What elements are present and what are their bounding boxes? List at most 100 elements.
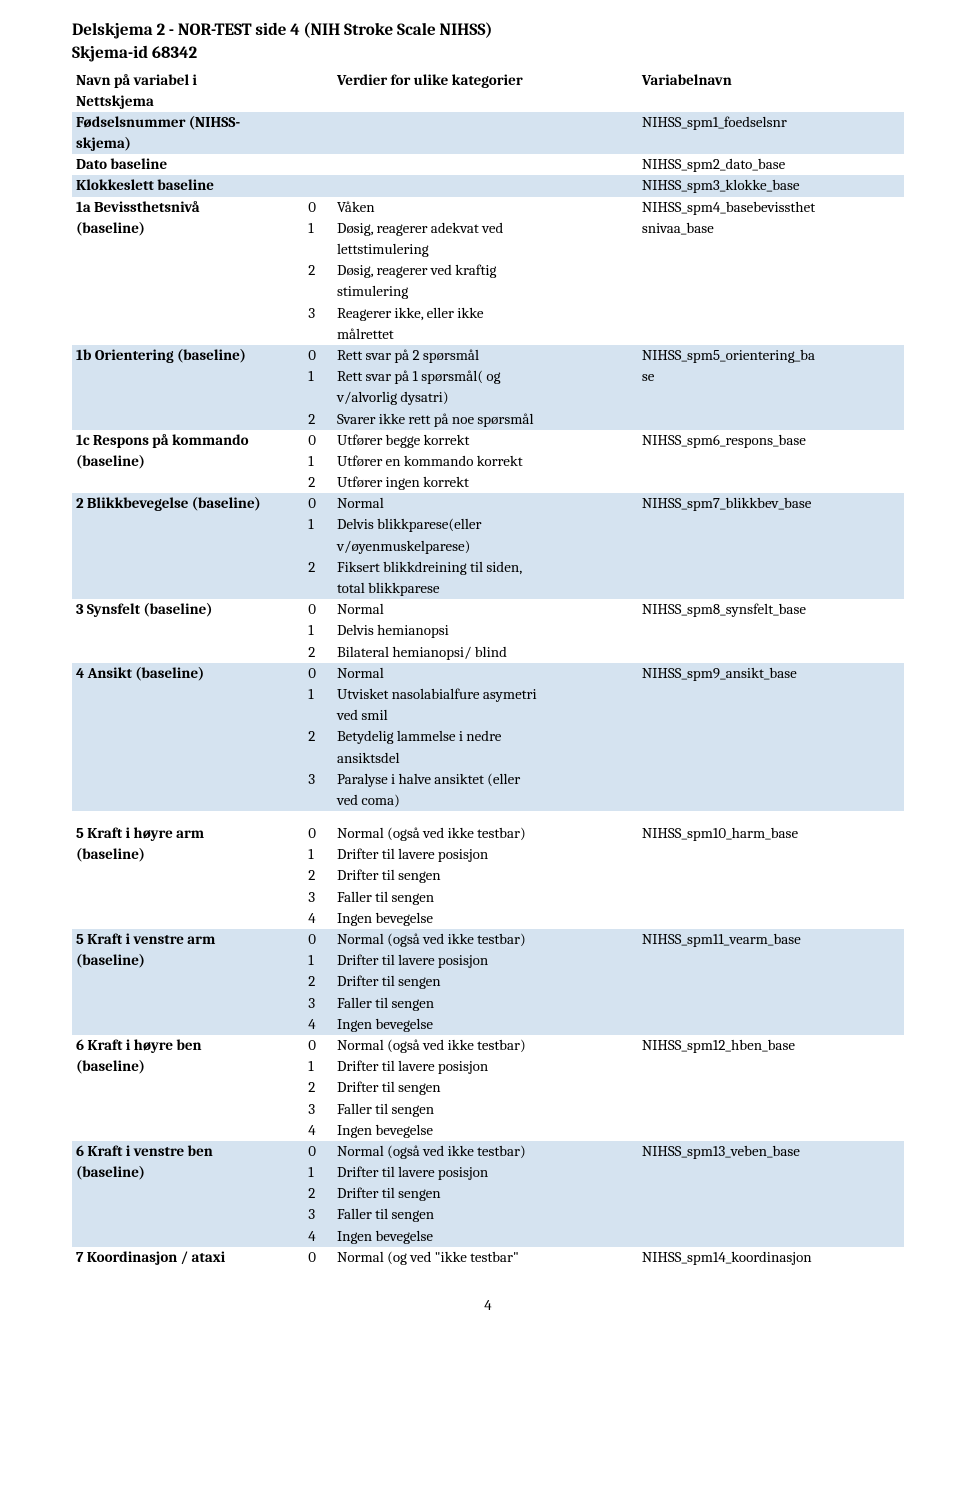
value-label-cell: Normal bbox=[333, 663, 638, 684]
varname-cell bbox=[638, 908, 904, 929]
varname-cell bbox=[638, 887, 904, 908]
variable-name-cell bbox=[72, 324, 302, 345]
variable-name-cell bbox=[72, 865, 302, 886]
value-label-cell: Drifter til lavere posisjon bbox=[333, 1162, 638, 1183]
varname-cell: se bbox=[638, 366, 904, 387]
value-code-cell: 4 bbox=[302, 1226, 333, 1247]
variable-name-cell bbox=[72, 1014, 302, 1035]
varname-cell: NIHSS_spm4_basebevissthet bbox=[638, 197, 904, 218]
value-code-cell: 1 bbox=[302, 950, 333, 971]
varname-cell bbox=[638, 642, 904, 663]
value-label-cell: målrettet bbox=[333, 324, 638, 345]
table-row: 2Drifter til sengen bbox=[72, 865, 904, 886]
varname-cell bbox=[638, 1077, 904, 1098]
varname-cell bbox=[638, 620, 904, 641]
value-label-cell: Våken bbox=[333, 197, 638, 218]
variable-name-cell bbox=[72, 971, 302, 992]
hdr-col2: Verdier for ulike kategorier bbox=[333, 70, 638, 91]
variable-name-cell: (baseline) bbox=[72, 218, 302, 239]
variable-name-cell bbox=[72, 1183, 302, 1204]
table-row: ved smil bbox=[72, 705, 904, 726]
value-label-cell: Drifter til sengen bbox=[333, 1183, 638, 1204]
variable-name-cell: 6 Kraft i venstre ben bbox=[72, 1141, 302, 1162]
varname-cell bbox=[638, 472, 904, 493]
table-row: 2Bilateral hemianopsi/ blind bbox=[72, 642, 904, 663]
varname-cell bbox=[638, 303, 904, 324]
variable-name-cell bbox=[72, 578, 302, 599]
value-label-cell: Utfører ingen korrekt bbox=[333, 472, 638, 493]
table-row: Klokkeslett baselineNIHSS_spm3_klokke_ba… bbox=[72, 175, 904, 196]
table-row: målrettet bbox=[72, 324, 904, 345]
codebook-table: Navn på variabel i Verdier for ulike kat… bbox=[72, 70, 904, 1269]
value-label-cell: Drifter til lavere posisjon bbox=[333, 1056, 638, 1077]
value-code-cell bbox=[302, 536, 333, 557]
variable-name-cell bbox=[72, 769, 302, 790]
varname-cell bbox=[638, 1056, 904, 1077]
table-row: 2Drifter til sengen bbox=[72, 1183, 904, 1204]
table-row: 2Svarer ikke rett på noe spørsmål bbox=[72, 409, 904, 430]
value-code-cell: 3 bbox=[302, 1099, 333, 1120]
table-row: 4Ingen bevegelse bbox=[72, 908, 904, 929]
table-row: 1c Respons på kommando0Utfører begge kor… bbox=[72, 430, 904, 451]
value-label-cell: Rett svar på 2 spørsmål bbox=[333, 345, 638, 366]
varname-cell bbox=[638, 748, 904, 769]
varname-cell bbox=[638, 684, 904, 705]
table-row: 1Rett svar på 1 spørsmål( ogse bbox=[72, 366, 904, 387]
value-label-cell: Døsig, reagerer adekvat ved bbox=[333, 218, 638, 239]
table-row: 1Delvis hemianopsi bbox=[72, 620, 904, 641]
variable-name-cell: 1b Orientering (baseline) bbox=[72, 345, 302, 366]
value-label-cell: Døsig, reagerer ved kraftig bbox=[333, 260, 638, 281]
value-label-cell: ved coma) bbox=[333, 790, 638, 811]
variable-name-cell bbox=[72, 790, 302, 811]
table-row: Dato baselineNIHSS_spm2_dato_base bbox=[72, 154, 904, 175]
value-label-cell: Faller til sengen bbox=[333, 887, 638, 908]
hdr-col1-line1: Navn på variabel i bbox=[76, 71, 197, 89]
varname-cell: NIHSS_spm12_hben_base bbox=[638, 1035, 904, 1056]
value-label-cell bbox=[333, 154, 638, 175]
value-label-cell: Drifter til lavere posisjon bbox=[333, 950, 638, 971]
variable-name-cell bbox=[72, 887, 302, 908]
table-row: lettstimulering bbox=[72, 239, 904, 260]
varname-cell bbox=[638, 1014, 904, 1035]
table-row: 4Ingen bevegelse bbox=[72, 1014, 904, 1035]
table-row: 3Faller til sengen bbox=[72, 1204, 904, 1225]
page-number: 4 bbox=[72, 1296, 904, 1315]
variable-name-cell: (baseline) bbox=[72, 1056, 302, 1077]
variable-name-cell: Dato baseline bbox=[72, 154, 302, 175]
variable-name-cell bbox=[72, 684, 302, 705]
variable-name-cell bbox=[72, 409, 302, 430]
value-code-cell: 0 bbox=[302, 493, 333, 514]
hdr-col3: Variabelnavn bbox=[638, 70, 904, 91]
value-code-cell: 3 bbox=[302, 303, 333, 324]
variable-name-cell: (baseline) bbox=[72, 1162, 302, 1183]
table-row: ved coma) bbox=[72, 790, 904, 811]
table-row: 5 Kraft i venstre arm0Normal (også ved i… bbox=[72, 929, 904, 950]
variable-name-cell bbox=[72, 514, 302, 535]
variable-name-cell bbox=[72, 705, 302, 726]
value-label-cell: Reagerer ikke, eller ikke bbox=[333, 303, 638, 324]
varname-cell bbox=[638, 281, 904, 302]
variable-name-cell: 4 Ansikt (baseline) bbox=[72, 663, 302, 684]
table-row: ansiktsdel bbox=[72, 748, 904, 769]
value-code-cell: 2 bbox=[302, 642, 333, 663]
value-label-cell: Ingen bevegelse bbox=[333, 1014, 638, 1035]
varname-cell: NIHSS_spm1_foedselsnr bbox=[638, 112, 904, 133]
value-label-cell: Utvisket nasolabialfure asymetri bbox=[333, 684, 638, 705]
table-row: 3Reagerer ikke, eller ikke bbox=[72, 303, 904, 324]
value-label-cell bbox=[333, 112, 638, 133]
value-code-cell: 4 bbox=[302, 908, 333, 929]
variable-name-cell bbox=[72, 1077, 302, 1098]
value-code-cell: 0 bbox=[302, 929, 333, 950]
value-label-cell: Rett svar på 1 spørsmål( og bbox=[333, 366, 638, 387]
value-code-cell: 0 bbox=[302, 823, 333, 844]
value-label-cell: Betydelig lammelse i nedre bbox=[333, 726, 638, 747]
table-row: 3Faller til sengen bbox=[72, 1099, 904, 1120]
variable-name-cell: 7 Koordinasjon / ataxi bbox=[72, 1247, 302, 1268]
variable-name-cell: 5 Kraft i høyre arm bbox=[72, 823, 302, 844]
varname-cell bbox=[638, 971, 904, 992]
value-code-cell: 1 bbox=[302, 451, 333, 472]
table-row: v/alvorlig dysatri) bbox=[72, 387, 904, 408]
table-row: 3Faller til sengen bbox=[72, 993, 904, 1014]
table-row: 4Ingen bevegelse bbox=[72, 1120, 904, 1141]
variable-name-cell: Klokkeslett baseline bbox=[72, 175, 302, 196]
